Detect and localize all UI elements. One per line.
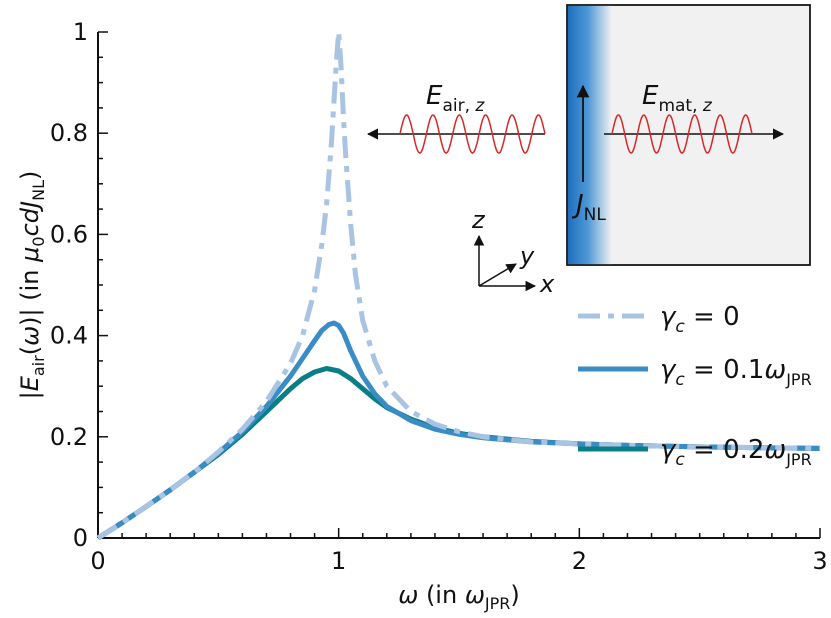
legend-item-gamma-02: γc = 0.2ωJPR (578, 435, 812, 470)
y-tick-label: 1 (73, 18, 88, 46)
legend-label-gamma-01: γc = 0.1ωJPR (660, 355, 812, 390)
wave-left (399, 114, 546, 154)
wave-left-label: Eair, z (426, 81, 485, 116)
y-axis-label: |Eair(ω)| (in μ0cdJNL) (16, 171, 48, 400)
x-tick-label: 1 (331, 547, 346, 575)
axes: 0 1 2 3 0 0.2 0.4 0.6 0.8 1 (50, 18, 828, 575)
legend-item-gamma-0: γc = 0 (578, 302, 740, 337)
x-axis-label: ω (in ωJPR) (398, 581, 520, 613)
material-edge-gradient (567, 5, 612, 265)
x-tick-label: 3 (812, 547, 827, 575)
wave-right (611, 114, 753, 154)
y-tick-label: 0.6 (50, 220, 88, 248)
series-line-0 (96, 29, 821, 541)
inset-diagram: Eair, z Emat, z JNL z y x (366, 4, 811, 298)
x-tick-label: 2 (572, 547, 587, 575)
y-tick-label: 0.2 (50, 423, 88, 451)
triad-y-label: y (519, 242, 535, 270)
y-tick-label: 0.4 (50, 322, 88, 350)
legend-item-gamma-01: γc = 0.1ωJPR (578, 355, 812, 390)
y-tick-label: 0.8 (50, 119, 88, 147)
triad-z-label: z (471, 206, 486, 234)
wave-right-label: Emat, z (642, 81, 713, 116)
legend-label-gamma-0: γc = 0 (660, 302, 740, 337)
triad-x-label: x (539, 270, 555, 298)
legend-label-gamma-02: γc = 0.2ωJPR (660, 435, 812, 470)
series-layer (96, 29, 821, 541)
x-ticks: 0 1 2 3 (90, 528, 828, 575)
x-tick-label: 0 (90, 547, 105, 575)
triad-y-arrow (478, 263, 517, 287)
y-tick-label: 0 (73, 524, 88, 552)
y-ticks: 0 0.2 0.4 0.6 0.8 1 (50, 18, 108, 552)
